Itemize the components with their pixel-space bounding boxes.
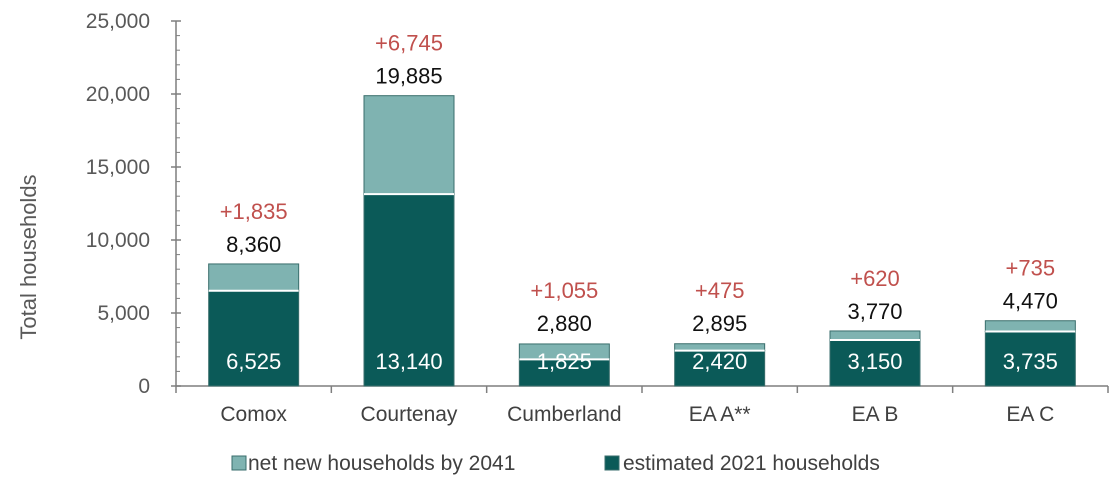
category-label: Comox (220, 403, 287, 426)
y-tick-label: 5,000 (97, 302, 150, 325)
total-value-label: 2,880 (537, 311, 592, 336)
legend-swatch-estimated (604, 455, 620, 471)
base-value-label: 1,825 (537, 349, 592, 374)
bar-estimated-2021 (674, 350, 766, 387)
category-label: EA C (1006, 403, 1054, 426)
category-label: Courtenay (361, 403, 458, 426)
total-value-label: 4,470 (1003, 289, 1058, 314)
data-labels: 6,525 8,360 +1,835 13,140 19,885 +6,745 1,825 2… (220, 31, 1058, 374)
bar-estimated-2021 (363, 193, 455, 387)
y-axis: 0 5,000 10,000 15,000 20,000 25,000 (86, 10, 181, 398)
legend: net new households by 2041 estimated 2021… (231, 452, 880, 475)
base-value-label: 3,735 (1003, 349, 1058, 374)
legend-label-estimated: estimated 2021 households (623, 452, 880, 475)
total-value-label: 2,895 (692, 311, 747, 336)
net-new-value-label: +620 (850, 266, 900, 291)
category-label: EA A** (689, 403, 751, 426)
bars (208, 95, 1076, 387)
base-value-label: 3,150 (847, 349, 902, 374)
y-tick-label: 25,000 (86, 10, 150, 33)
net-new-value-label: +475 (695, 278, 745, 303)
legend-label-net-new: net new households by 2041 (248, 452, 515, 475)
bar-net-new-2041 (208, 263, 300, 292)
base-value-label: 6,525 (226, 349, 281, 374)
net-new-value-label: +6,745 (375, 31, 443, 56)
total-value-label: 3,770 (847, 299, 902, 324)
y-axis-title: Total households (16, 174, 41, 339)
category-label: Cumberland (507, 403, 621, 426)
y-tick-label: 10,000 (86, 229, 150, 252)
legend-swatch-net-new (231, 455, 247, 471)
total-value-label: 8,360 (226, 232, 281, 257)
y-tick-label: 0 (138, 375, 150, 398)
total-value-label: 19,885 (375, 64, 442, 89)
base-value-label: 13,140 (375, 349, 442, 374)
bar-net-new-2041 (984, 320, 1076, 332)
base-value-label: 2,420 (692, 349, 747, 374)
y-tick-label: 20,000 (86, 83, 150, 106)
category-label: EA B (852, 403, 899, 426)
net-new-value-label: +1,835 (220, 199, 288, 224)
net-new-value-label: +1,055 (530, 278, 598, 303)
x-axis: Comox Courtenay Cumberland EA A** EA B EA C (175, 385, 1109, 426)
net-new-value-label: +735 (1006, 256, 1056, 281)
bar-net-new-2041 (363, 95, 455, 195)
bar-net-new-2041 (829, 330, 921, 341)
y-tick-label: 15,000 (86, 156, 150, 179)
